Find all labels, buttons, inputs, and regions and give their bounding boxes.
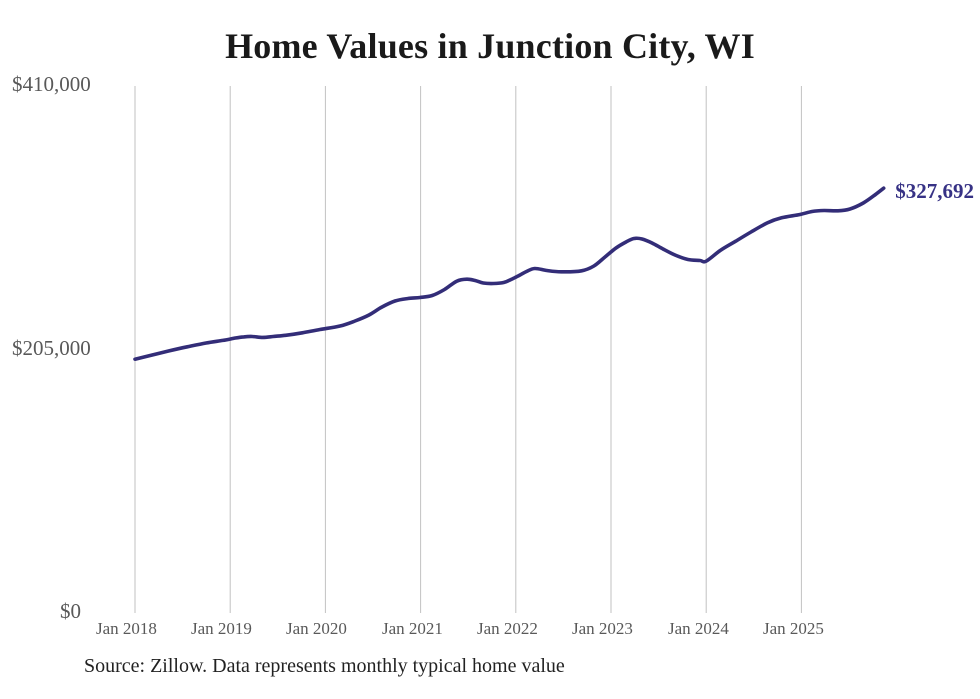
- svg-text:$0: $0: [60, 599, 81, 623]
- svg-text:$205,000: $205,000: [12, 336, 91, 360]
- svg-text:Jan 2018: Jan 2018: [96, 619, 157, 638]
- svg-text:Jan 2024: Jan 2024: [668, 619, 729, 638]
- svg-text:Jan 2025: Jan 2025: [763, 619, 824, 638]
- svg-text:Jan 2020: Jan 2020: [286, 619, 347, 638]
- svg-text:Jan 2019: Jan 2019: [191, 619, 252, 638]
- svg-text:$410,000: $410,000: [12, 72, 91, 96]
- svg-text:$327,692: $327,692: [895, 179, 974, 203]
- svg-text:Jan 2022: Jan 2022: [477, 619, 538, 638]
- svg-text:Jan 2021: Jan 2021: [382, 619, 443, 638]
- svg-text:Jan 2023: Jan 2023: [572, 619, 633, 638]
